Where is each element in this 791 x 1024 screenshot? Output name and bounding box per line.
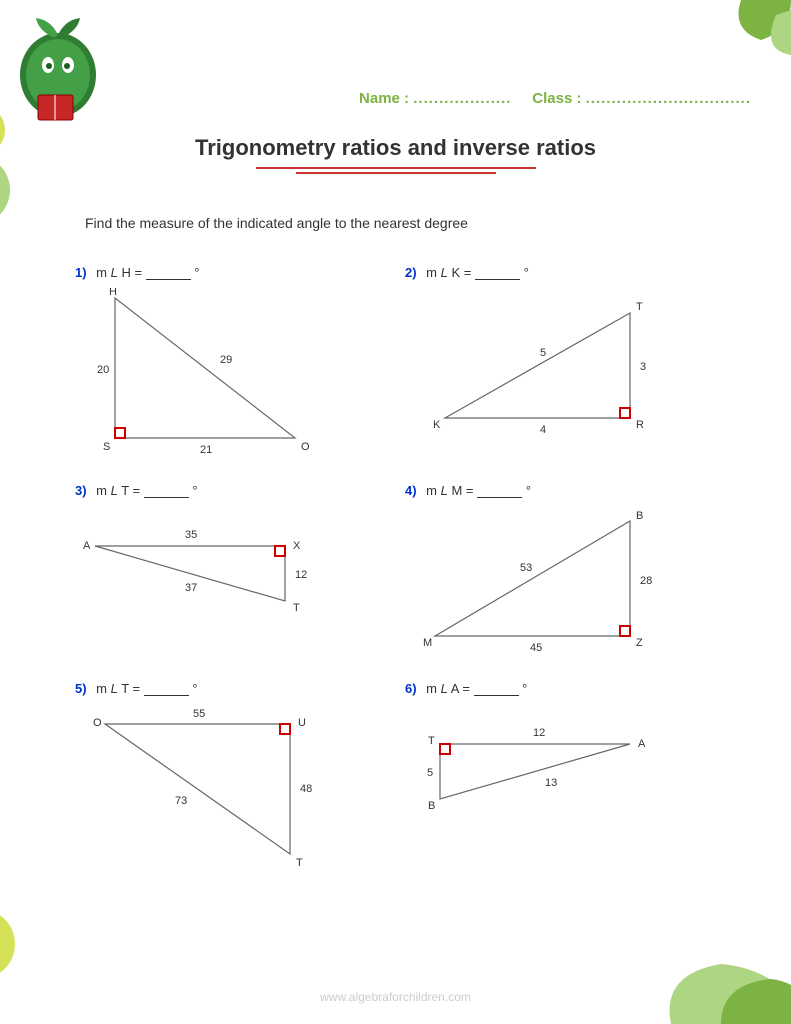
question-label: 6) m L A = ° bbox=[405, 681, 735, 696]
name-blank[interactable]: ................... bbox=[413, 90, 511, 107]
question-number: 1) bbox=[75, 265, 87, 280]
svg-text:R: R bbox=[636, 419, 644, 431]
triangle-diagram: T K R 5 3 4 bbox=[405, 288, 665, 463]
svg-text:48: 48 bbox=[300, 783, 312, 795]
svg-text:O: O bbox=[93, 717, 102, 729]
svg-text:12: 12 bbox=[533, 727, 545, 739]
svg-text:B: B bbox=[428, 800, 435, 812]
title-underline bbox=[296, 172, 496, 174]
svg-text:A: A bbox=[83, 540, 91, 552]
svg-text:45: 45 bbox=[530, 642, 542, 654]
svg-text:21: 21 bbox=[200, 444, 212, 456]
svg-text:S: S bbox=[103, 441, 110, 453]
triangle-diagram: O U T 55 48 73 bbox=[75, 704, 335, 874]
svg-text:K: K bbox=[433, 419, 441, 431]
class-label: Class : bbox=[532, 90, 581, 107]
triangle-diagram: B M Z 53 28 45 bbox=[405, 506, 665, 661]
corner-decoration-bottom-right bbox=[631, 914, 791, 1024]
svg-text:M: M bbox=[423, 637, 432, 649]
footer-url: www.algebraforchildren.com bbox=[0, 990, 791, 1004]
question-number: 5) bbox=[75, 681, 87, 696]
problem-cell: 2) m L K = ° T K R 5 3 4 bbox=[405, 265, 735, 463]
corner-decoration-bottom-left bbox=[0, 904, 40, 984]
svg-text:O: O bbox=[301, 441, 310, 453]
question-label: 3) m L T = ° bbox=[75, 483, 405, 498]
question-label: 1) m L H = ° bbox=[75, 265, 405, 280]
svg-text:U: U bbox=[298, 717, 306, 729]
svg-text:A: A bbox=[638, 738, 646, 750]
svg-text:13: 13 bbox=[545, 777, 557, 789]
triangle-diagram: H S O 20 21 29 bbox=[75, 288, 335, 463]
svg-text:X: X bbox=[293, 540, 301, 552]
svg-text:20: 20 bbox=[97, 364, 109, 376]
answer-blank[interactable] bbox=[146, 268, 191, 280]
svg-text:5: 5 bbox=[540, 347, 546, 359]
question-number: 6) bbox=[405, 681, 417, 696]
triangle-diagram: A X T 35 12 37 bbox=[75, 506, 335, 636]
svg-text:53: 53 bbox=[520, 562, 532, 574]
svg-text:12: 12 bbox=[295, 569, 307, 581]
svg-text:28: 28 bbox=[640, 575, 652, 587]
svg-text:T: T bbox=[428, 735, 435, 747]
answer-blank[interactable] bbox=[474, 684, 519, 696]
answer-blank[interactable] bbox=[144, 684, 189, 696]
svg-text:Z: Z bbox=[636, 637, 643, 649]
title-block: Trigonometry ratios and inverse ratios bbox=[0, 135, 791, 174]
svg-text:3: 3 bbox=[640, 361, 646, 373]
question-label: 2) m L K = ° bbox=[405, 265, 735, 280]
problems-grid: 1) m L H = °HSO2021292) m L K = °TKR5343… bbox=[75, 265, 735, 894]
question-number: 4) bbox=[405, 483, 417, 498]
svg-text:29: 29 bbox=[220, 354, 232, 366]
problem-cell: 5) m L T = ° O U T 55 48 73 bbox=[75, 681, 405, 874]
svg-text:T: T bbox=[636, 301, 643, 313]
triangle-diagram: T A B 12 5 13 bbox=[405, 704, 665, 834]
problem-cell: 6) m L A = ° T A B 12 5 13 bbox=[405, 681, 735, 874]
svg-text:T: T bbox=[296, 857, 303, 869]
svg-text:55: 55 bbox=[193, 708, 205, 720]
question-number: 2) bbox=[405, 265, 417, 280]
question-number: 3) bbox=[75, 483, 87, 498]
svg-text:4: 4 bbox=[540, 424, 546, 436]
answer-blank[interactable] bbox=[477, 486, 522, 498]
corner-decoration-top-right bbox=[681, 0, 791, 80]
svg-text:5: 5 bbox=[427, 767, 433, 779]
instruction-text: Find the measure of the indicated angle … bbox=[85, 215, 468, 231]
svg-text:H: H bbox=[109, 288, 117, 298]
svg-text:37: 37 bbox=[185, 582, 197, 594]
svg-text:73: 73 bbox=[175, 795, 187, 807]
question-label: 4) m L M = ° bbox=[405, 483, 735, 498]
answer-blank[interactable] bbox=[144, 486, 189, 498]
page-title: Trigonometry ratios and inverse ratios bbox=[195, 135, 596, 161]
header-fields: Name : ................... Class : .....… bbox=[359, 90, 751, 107]
svg-text:T: T bbox=[293, 602, 300, 614]
title-underline bbox=[256, 167, 536, 169]
name-label: Name : bbox=[359, 90, 409, 107]
problem-cell: 3) m L T = ° A X T 35 12 37 bbox=[75, 483, 405, 661]
svg-text:35: 35 bbox=[185, 529, 197, 541]
svg-text:B: B bbox=[636, 510, 643, 522]
answer-blank[interactable] bbox=[475, 268, 520, 280]
class-blank[interactable]: ................................ bbox=[586, 90, 751, 107]
problem-cell: 1) m L H = ° H S O 20 21 29 bbox=[75, 265, 405, 463]
question-label: 5) m L T = ° bbox=[75, 681, 405, 696]
problem-cell: 4) m L M = ° B M Z 53 28 45 bbox=[405, 483, 735, 661]
apple-mascot-icon bbox=[10, 10, 110, 130]
